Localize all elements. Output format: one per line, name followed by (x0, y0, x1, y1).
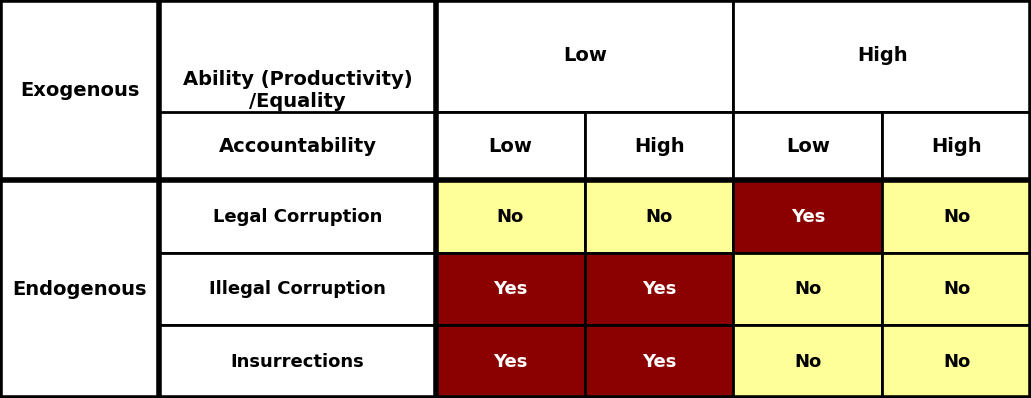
Bar (436, 253, 585, 326)
Text: Accountability: Accountability (219, 137, 376, 156)
Text: No: No (497, 208, 524, 226)
Bar (585, 253, 733, 326)
Bar (585, 326, 733, 398)
Text: High: High (931, 137, 982, 156)
Text: Endogenous: Endogenous (12, 280, 146, 298)
Text: Low: Low (563, 47, 606, 65)
Bar (159, 326, 436, 398)
Bar (436, 112, 585, 180)
Bar (585, 180, 733, 253)
Bar (883, 112, 1031, 180)
Text: Low: Low (489, 137, 532, 156)
Bar (733, 253, 883, 326)
Bar (159, 112, 436, 180)
Text: Legal Corruption: Legal Corruption (212, 208, 383, 226)
Bar (159, 180, 436, 253)
Bar (733, 0, 1031, 112)
Text: Yes: Yes (493, 280, 528, 298)
Text: No: No (794, 280, 822, 298)
Text: No: No (645, 208, 673, 226)
Text: Illegal Corruption: Illegal Corruption (209, 280, 386, 298)
Bar (733, 112, 883, 180)
Bar (733, 180, 883, 253)
Bar (159, 0, 436, 180)
Text: High: High (634, 137, 685, 156)
Text: High: High (857, 47, 907, 65)
Text: Yes: Yes (791, 208, 825, 226)
Bar (883, 253, 1031, 326)
Text: No: No (943, 208, 970, 226)
Bar (585, 112, 733, 180)
Text: Yes: Yes (642, 280, 676, 298)
Text: Low: Low (786, 137, 830, 156)
Bar (0, 0, 159, 180)
Text: Yes: Yes (642, 353, 676, 371)
Text: Ability (Productivity)
/Equality: Ability (Productivity) /Equality (182, 70, 412, 111)
Bar (883, 180, 1031, 253)
Bar (159, 253, 436, 326)
Bar (436, 326, 585, 398)
Text: Exogenous: Exogenous (20, 81, 139, 100)
Bar (0, 180, 159, 398)
Text: Insurrections: Insurrections (231, 353, 364, 371)
Bar (883, 326, 1031, 398)
Bar (436, 180, 585, 253)
Text: No: No (943, 280, 970, 298)
Text: No: No (943, 353, 970, 371)
Bar (733, 326, 883, 398)
Text: No: No (794, 353, 822, 371)
Bar (436, 0, 733, 112)
Text: Yes: Yes (493, 353, 528, 371)
